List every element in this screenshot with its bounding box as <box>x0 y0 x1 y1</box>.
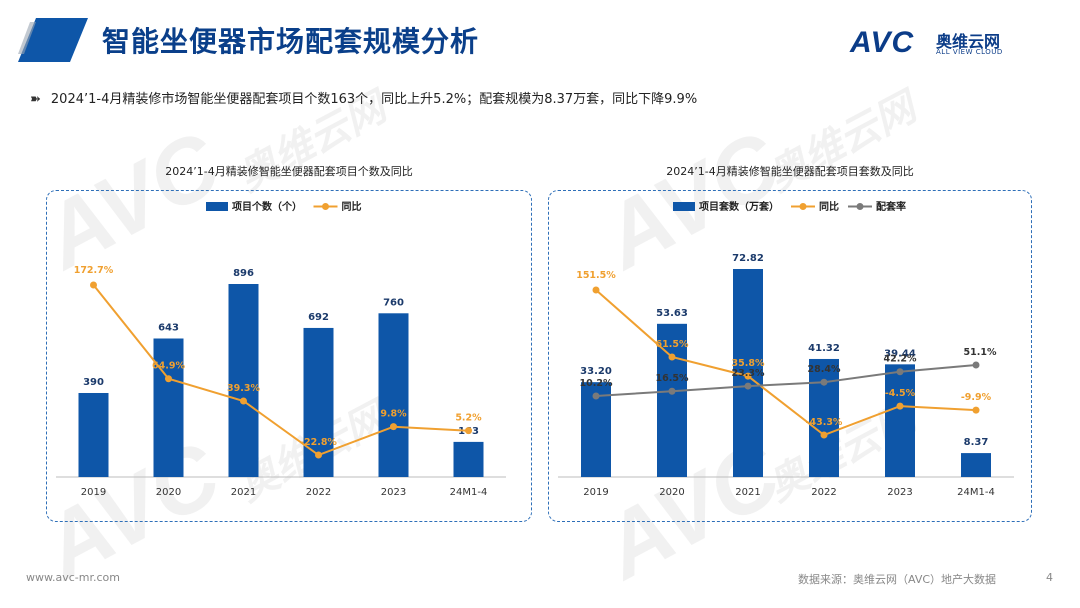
yoy-value-label: 151.5% <box>576 270 616 281</box>
x-tick-label: 24M1-4 <box>957 487 995 498</box>
ratio-point <box>668 387 676 395</box>
yoy-value-label: 9.8% <box>380 409 407 420</box>
yoy-value-label: 172.7% <box>74 265 114 276</box>
bar-value-label: 39.44 <box>884 348 916 359</box>
legend-label: 项目套数（万套） <box>699 200 779 213</box>
page-title: 智能坐便器市场配套规模分析 <box>102 25 480 58</box>
brand-logo: AVC 奥维云网 ALL VIEW CLOUD <box>850 26 1040 66</box>
bar <box>153 338 184 477</box>
yoy-value-label: -4.5% <box>885 388 916 399</box>
x-tick-label: 2019 <box>81 487 106 498</box>
yoy-value-label: 35.8% <box>732 358 765 369</box>
yoy-point <box>896 402 904 410</box>
legend-swatch-marker <box>856 203 864 210</box>
bar-value-label: 692 <box>308 312 329 323</box>
ratio-value-label: 10.2% <box>580 378 613 389</box>
chart2-svg: 33.20 53.63 72.82 41.32 39.44 8.37 2019 2020 202… <box>558 200 1014 498</box>
x-tick-label: 24M1-4 <box>450 487 488 498</box>
legend-label: 项目个数（个） <box>232 200 302 213</box>
legend-swatch-bar <box>206 202 228 211</box>
ratio-line <box>595 364 977 397</box>
yoy-point <box>744 372 752 380</box>
bar <box>885 364 915 477</box>
yoy-point <box>165 375 172 383</box>
footer-source: 数据来源：奥维云网（AVC）地产大数据 <box>798 573 997 586</box>
chart1-panel <box>46 190 532 522</box>
footer-website: www.avc-mr.com <box>26 571 120 584</box>
yoy-value-label: 39.3% <box>227 383 260 394</box>
ratio-point <box>820 378 828 386</box>
bar-value-label: 33.20 <box>580 366 612 377</box>
yoy-value-label: 61.5% <box>656 339 689 350</box>
chart2-title: 2024’1-4月精装修智能坐便器配套项目套数及同比 <box>666 165 914 178</box>
legend-swatch-marker <box>799 203 807 210</box>
logo-mark: AVC <box>850 26 915 59</box>
yoy-point <box>90 281 97 289</box>
bar-value-label: 53.63 <box>656 308 688 319</box>
title-accent-bar <box>18 18 88 62</box>
ratio-point <box>896 368 904 376</box>
x-tick-label: 2021 <box>231 487 256 498</box>
ratio-value-label: 28.4% <box>808 364 841 375</box>
bar <box>453 441 484 477</box>
legend-swatch-bar <box>673 202 695 211</box>
bar-value-label: 643 <box>158 322 179 333</box>
bar <box>78 392 109 477</box>
summary-line: ➽ 2024’1-4月精装修市场智能坐便器配套项目个数163个，同比上升5.2%；… <box>30 88 697 107</box>
bar-value-label: 390 <box>83 377 104 388</box>
watermark: 奥维云网 <box>760 85 923 200</box>
chart1-title: 2024’1-4月精装修智能坐便器配套项目个数及同比 <box>165 165 413 178</box>
ratio-value-label: 51.1% <box>964 347 997 358</box>
chart2-panel <box>548 190 1032 522</box>
yoy-point <box>315 451 322 459</box>
bullet-arrow-icon: ➽ <box>30 92 41 107</box>
yoy-point <box>240 397 247 405</box>
bar <box>378 313 409 477</box>
x-tick-label: 2020 <box>659 487 684 498</box>
bar-value-label: 760 <box>383 297 404 308</box>
yoy-line <box>92 284 469 457</box>
bar <box>809 358 839 477</box>
legend-label: 同比 <box>819 200 839 213</box>
logo-cn: 奥维云网 <box>936 32 1001 51</box>
x-tick-label: 2022 <box>811 487 836 498</box>
page-number: 4 <box>1046 571 1053 584</box>
yoy-point <box>820 431 828 439</box>
yoy-value-label: -9.9% <box>961 392 992 403</box>
x-tick-label: 2021 <box>735 487 760 498</box>
legend-swatch-marker <box>322 203 329 210</box>
yoy-line <box>595 289 977 437</box>
bar-value-label: 896 <box>233 268 254 279</box>
yoy-point <box>465 427 472 435</box>
chart1-svg: 3906438966927601632019202020212022202324… <box>56 200 506 498</box>
x-tick-label: 2023 <box>381 487 406 498</box>
ratio-point <box>972 361 980 369</box>
ratio-point <box>744 382 752 390</box>
bar-value-label: 72.82 <box>732 253 764 264</box>
yoy-value-label: -43.3% <box>806 417 843 428</box>
ratio-point <box>592 392 600 400</box>
ratio-value-label: 16.5% <box>656 373 689 384</box>
yoy-value-label: 5.2% <box>455 413 482 424</box>
x-tick-label: 2023 <box>887 487 912 498</box>
bar-value-label: 41.32 <box>808 343 840 354</box>
bar <box>228 284 259 477</box>
yoy-value-label: 64.9% <box>152 361 185 372</box>
x-tick-label: 2019 <box>583 487 608 498</box>
yoy-point <box>668 353 676 361</box>
x-tick-label: 2022 <box>306 487 331 498</box>
logo-en: ALL VIEW CLOUD <box>936 48 1003 56</box>
bar <box>961 453 991 477</box>
bar-value-label: 8.37 <box>964 437 989 448</box>
ratio-value-label: 42.2% <box>884 354 917 365</box>
x-tick-label: 2020 <box>156 487 181 498</box>
yoy-value-label: -22.8% <box>300 437 337 448</box>
summary-text: 2024’1-4月精装修市场智能坐便器配套项目个数163个，同比上升5.2%；配… <box>50 92 698 107</box>
yoy-point <box>972 406 980 414</box>
yoy-point <box>390 423 397 431</box>
yoy-point <box>592 286 600 294</box>
ratio-value-label: 23.3% <box>732 368 765 379</box>
legend-label: 同比 <box>342 200 362 213</box>
legend-label: 配套率 <box>876 200 906 213</box>
